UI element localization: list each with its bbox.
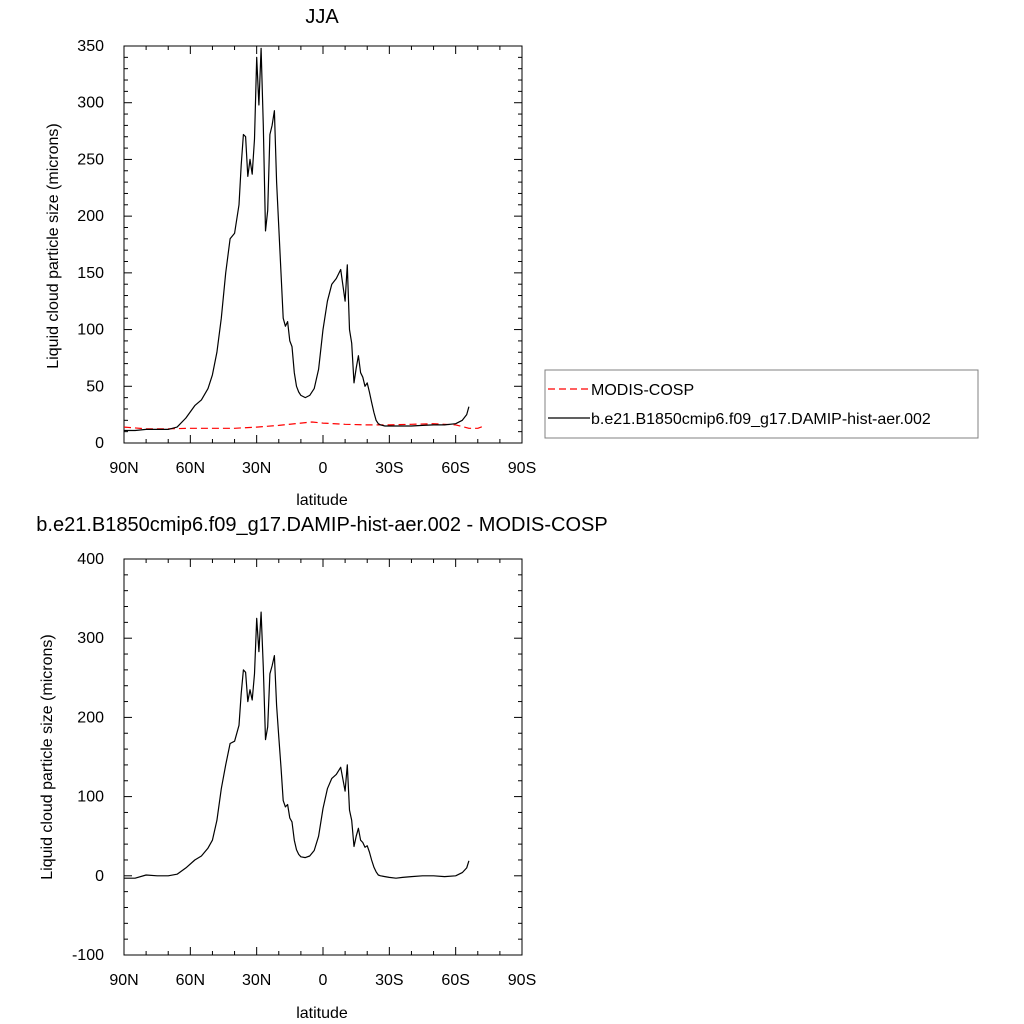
top-y-tick-label: 0 — [95, 435, 104, 452]
bottom-chart: b.e21.B1850cmip6.f09_g17.DAMIP-hist-aer.… — [36, 514, 607, 1022]
bottom-y-tick-label: 200 — [77, 709, 104, 726]
bottom-x-tick-label: 30N — [242, 972, 271, 989]
bottom-x-tick-label: 90N — [109, 972, 138, 989]
bottom-y-tick-label: 300 — [77, 630, 104, 647]
top-y-tick-label: 250 — [77, 151, 104, 168]
bottom-plot-frame — [123, 558, 523, 956]
bottom-series-line-0 — [124, 611, 470, 879]
bottom-y-tick-label: 0 — [95, 868, 104, 885]
top-y-tick-label: 350 — [77, 38, 104, 55]
bottom-y-tick-label: 100 — [77, 789, 104, 806]
top-plot-frame — [123, 45, 523, 444]
top-y-tick-label: 300 — [77, 95, 104, 112]
bottom-y-tick-label: 400 — [77, 551, 104, 568]
legend-label-modis: MODIS-COSP — [591, 382, 694, 399]
top-series-line-0 — [123, 421, 483, 430]
top-x-tick-label: 30N — [242, 460, 271, 477]
top-y-tick-label: 50 — [86, 378, 104, 395]
bottom-x-tick-label: 90S — [508, 972, 536, 989]
top-x-tick-label: 60S — [441, 460, 469, 477]
top-x-tick-label: 60N — [176, 460, 205, 477]
bottom-x-tick-label: 60S — [441, 972, 469, 989]
top-chart-axes: 90N 60N 30N 0 30S 60S 90S 0 50 100 150 200 250 300 350 — [77, 38, 536, 477]
top-y-tick-label: 200 — [77, 208, 104, 225]
legend-box — [544, 369, 979, 439]
top-y-tick-label: 100 — [77, 322, 104, 339]
top-x-tick-label: 30S — [375, 460, 403, 477]
top-chart-xlabel: latitude — [296, 492, 348, 509]
top-y-tick-label: 150 — [77, 265, 104, 282]
top-x-tick-label: 90S — [508, 460, 536, 477]
top-chart: JJA Liquid cloud particle size (microns)… — [45, 6, 536, 509]
bottom-chart-ylabel: Liquid cloud particle size (microns) — [39, 634, 56, 879]
bottom-chart-axes: 90N 60N 30N 0 30S 60S 90S -100 0 100 200 300 400 — [72, 551, 536, 989]
legend: MODIS-COSP b.e21.B1850cmip6.f09_g17.DAMI… — [544, 369, 979, 439]
top-chart-ylabel: Liquid cloud particle size (microns) — [45, 123, 62, 368]
top-x-tick-label: 90N — [109, 460, 138, 477]
bottom-x-tick-label: 60N — [176, 972, 205, 989]
top-x-tick-label: 0 — [319, 460, 328, 477]
bottom-chart-xlabel: latitude — [296, 1005, 348, 1022]
bottom-chart-title: b.e21.B1850cmip6.f09_g17.DAMIP-hist-aer.… — [36, 514, 607, 536]
legend-label-model: b.e21.B1850cmip6.f09_g17.DAMIP-hist-aer.… — [591, 411, 931, 428]
bottom-chart-series-layer — [124, 611, 470, 879]
top-chart-title: JJA — [305, 6, 339, 28]
bottom-x-tick-label: 0 — [319, 972, 328, 989]
top-chart-series-layer — [123, 47, 483, 432]
bottom-y-tick-label: -100 — [72, 947, 104, 964]
bottom-x-tick-label: 30S — [375, 972, 403, 989]
top-series-line-1 — [124, 47, 470, 432]
